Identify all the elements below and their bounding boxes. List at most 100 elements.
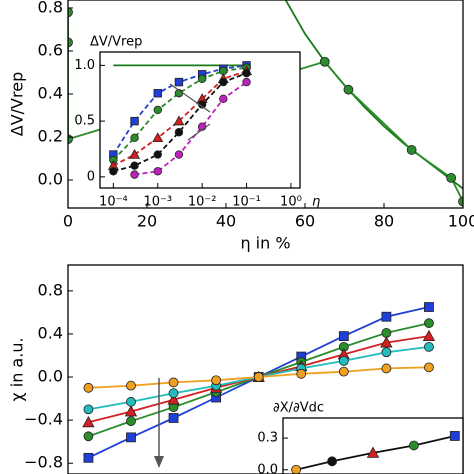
y-tick-label: 0.2 [38, 127, 63, 146]
axes-frame [99, 51, 301, 189]
x-tick-label: 10⁻¹ [232, 195, 261, 210]
y-tick-label: 0.0 [38, 367, 63, 386]
marker [83, 382, 94, 393]
y-tick-label: −0.8 [24, 453, 63, 472]
marker [319, 56, 330, 67]
marker [83, 452, 94, 463]
marker [153, 89, 162, 98]
marker [174, 128, 184, 137]
plot-area [107, 61, 253, 179]
marker [167, 393, 180, 405]
y-tick-label: 0.8 [38, 280, 63, 299]
marker [381, 363, 392, 374]
y-tick-label: 0.6 [38, 40, 63, 59]
marker [168, 388, 179, 399]
marker [424, 362, 434, 373]
marker [406, 145, 417, 155]
marker [68, 37, 73, 48]
x-axis-label: η in % [240, 234, 290, 253]
marker [242, 68, 251, 78]
marker [253, 372, 264, 382]
marker [409, 440, 419, 451]
marker [380, 336, 393, 348]
marker [338, 331, 349, 342]
marker [338, 355, 349, 366]
marker [130, 170, 139, 179]
x-axis-label: η [312, 195, 320, 210]
marker [197, 74, 207, 83]
y-tick-label: 0.0 [257, 462, 278, 474]
x-tick-label: 100 [448, 212, 474, 231]
axes-frame [67, 0, 464, 209]
y-tick-label: −0.4 [24, 410, 63, 429]
marker [211, 375, 222, 386]
x-tick-label: 10⁰ [280, 195, 302, 210]
series-line [284, 0, 463, 190]
marker [296, 368, 307, 379]
marker [168, 377, 179, 388]
inset-background [283, 418, 463, 474]
inset-title: ∂X/∂Vdc [273, 401, 324, 416]
marker [152, 132, 164, 143]
y-axis-label: ΔV/Vrep [8, 72, 27, 136]
marker [242, 77, 251, 87]
x-tick-label: 60 [295, 212, 315, 231]
marker [422, 329, 436, 342]
marker [327, 456, 337, 467]
y-tick-label: 1.0 [74, 58, 95, 73]
arrow [187, 123, 211, 141]
marker [174, 77, 184, 87]
marker [381, 347, 392, 358]
x-tick-label: 80 [374, 212, 394, 231]
arrow [169, 83, 211, 113]
x-tick-label: 10⁻³ [143, 195, 172, 210]
marker [126, 432, 136, 443]
marker [458, 196, 463, 207]
marker [173, 115, 185, 126]
marker [130, 161, 139, 170]
x-tick-label: 40 [216, 212, 236, 231]
marker [338, 366, 349, 377]
y-tick-label: 0.4 [38, 83, 63, 102]
plot-area [291, 431, 460, 474]
y-tick-label: 0.8 [38, 0, 63, 16]
marker [446, 172, 457, 183]
series-line [68, 12, 463, 202]
y-tick-label: 0.4 [38, 323, 63, 342]
x-tick-label: 10⁻⁴ [99, 195, 128, 210]
marker [109, 167, 118, 176]
marker [153, 105, 162, 115]
marker [381, 327, 392, 338]
y-tick-label: 0.5 [74, 114, 95, 129]
axes-frame [67, 264, 464, 474]
marker [291, 464, 301, 474]
marker [343, 84, 354, 95]
axes-frame [282, 417, 464, 474]
marker [126, 396, 136, 407]
marker [219, 77, 228, 87]
y-axis-label: χ in a.u. [8, 337, 27, 401]
arrow-head [154, 456, 164, 468]
marker [129, 148, 141, 159]
plot-area [68, 0, 463, 207]
x-tick-label: 0 [63, 212, 73, 231]
marker [381, 311, 392, 322]
marker [124, 405, 138, 417]
marker [424, 318, 434, 329]
plot-area [82, 302, 436, 463]
y-tick-label: 0.0 [38, 170, 63, 189]
x-tick-label: 20 [137, 212, 157, 231]
marker [82, 415, 95, 428]
x-tick-label: 10⁻² [188, 195, 217, 210]
marker [174, 150, 184, 159]
marker [449, 431, 460, 441]
marker [83, 431, 94, 442]
marker [219, 94, 228, 104]
marker [126, 416, 136, 427]
y-tick-label: 0 [87, 169, 95, 184]
marker [130, 133, 139, 143]
marker [424, 302, 434, 312]
y-tick-label: 0.3 [257, 431, 278, 446]
marker [424, 341, 434, 352]
